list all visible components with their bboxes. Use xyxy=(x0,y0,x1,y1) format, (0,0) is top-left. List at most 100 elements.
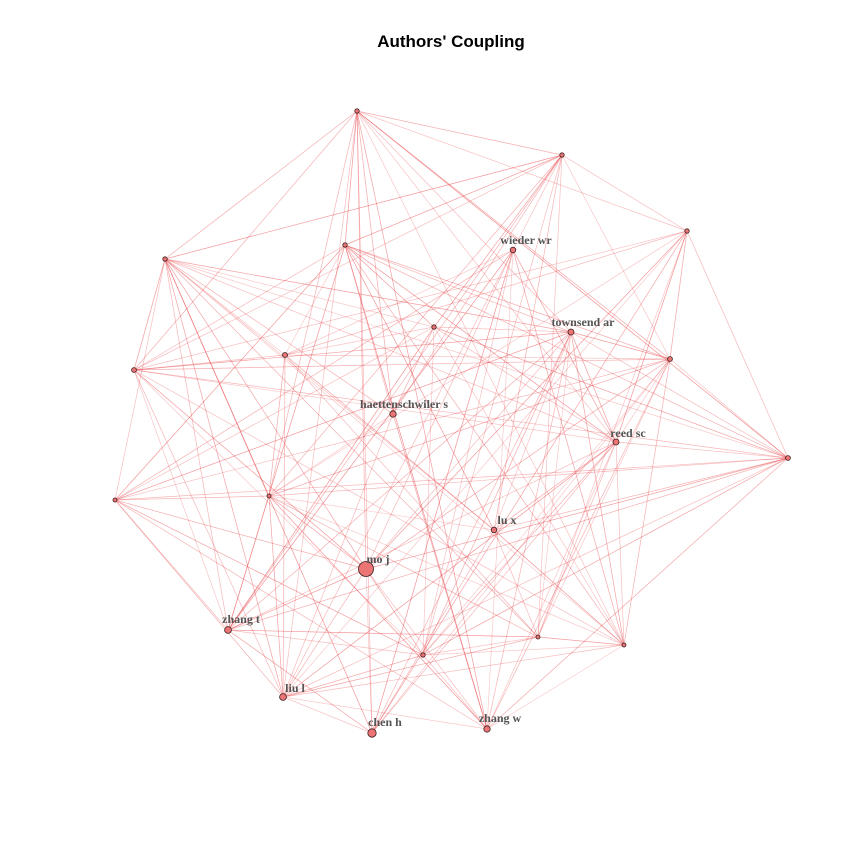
edge-n2-n3 xyxy=(561,154,688,232)
edge-n6-n24 xyxy=(371,249,514,734)
edge-n22-n25 xyxy=(422,654,488,730)
node-n10[interactable] xyxy=(131,367,137,373)
edge-n1-n13 xyxy=(356,110,617,443)
edge-n13-n19 xyxy=(227,441,617,631)
edge-n19-n24 xyxy=(227,629,373,734)
edge-n3-n16 xyxy=(268,230,688,497)
node-n14[interactable] xyxy=(785,455,791,461)
node-n15[interactable] xyxy=(112,497,118,503)
edge-n1-n25 xyxy=(356,110,488,730)
node-n19[interactable] xyxy=(224,626,232,634)
edge-n22-n23 xyxy=(282,654,424,698)
edge-n4-n7 xyxy=(164,258,572,333)
edge-n15-n25 xyxy=(114,499,488,730)
edge-n20-n23 xyxy=(282,636,539,698)
node-n6[interactable] xyxy=(509,246,517,254)
node-n24[interactable] xyxy=(367,728,377,738)
node-n3[interactable] xyxy=(684,228,690,234)
edge-n7-n17 xyxy=(493,331,572,531)
node-n16[interactable] xyxy=(266,493,272,499)
edge-n7-n25 xyxy=(486,331,572,730)
edge-n1-n23 xyxy=(282,110,358,698)
edge-n8-n15 xyxy=(114,326,435,501)
node-n1[interactable] xyxy=(354,108,360,114)
edge-n14-n15 xyxy=(114,457,789,501)
edge-n5-n8 xyxy=(344,244,435,328)
node-label: zhang t xyxy=(222,612,260,626)
edge-n13-n22 xyxy=(422,441,617,656)
edge-n6-n18 xyxy=(365,249,514,570)
edge-n3-n23 xyxy=(282,230,688,698)
edge-n5-n25 xyxy=(344,244,488,730)
edge-n13-n14 xyxy=(615,441,789,459)
edge-n8-n9 xyxy=(284,326,435,356)
edge-n11-n13 xyxy=(615,358,671,443)
edge-n10-n18 xyxy=(133,369,367,570)
edge-n1-n5 xyxy=(344,110,358,246)
edge-n9-n20 xyxy=(284,354,539,638)
node-n12[interactable] xyxy=(389,410,397,418)
edge-n1-n2 xyxy=(356,110,563,156)
node-n2[interactable] xyxy=(559,152,565,158)
node-n9[interactable] xyxy=(282,352,288,358)
edge-n3-n13 xyxy=(615,230,688,443)
edge-n11-n18 xyxy=(365,358,671,570)
edge-n12-n23 xyxy=(282,413,394,698)
edge-n13-n17 xyxy=(493,441,617,531)
edge-n18-n19 xyxy=(227,568,367,631)
node-n8[interactable] xyxy=(431,324,437,330)
edge-n14-n23 xyxy=(282,457,789,698)
edge-n9-n11 xyxy=(284,354,671,360)
node-n23[interactable] xyxy=(279,693,287,701)
node-n11[interactable] xyxy=(667,356,673,362)
edge-n9-n10 xyxy=(133,354,286,371)
edge-n16-n25 xyxy=(268,495,488,730)
edge-n8-n13 xyxy=(433,326,617,443)
edge-n13-n24 xyxy=(371,441,617,734)
edge-n14-n18 xyxy=(365,457,789,570)
edge-n2-n5 xyxy=(344,154,563,246)
edge-n1-n14 xyxy=(356,110,789,459)
edge-n2-n11 xyxy=(561,154,671,360)
edge-n10-n23 xyxy=(133,369,284,698)
edge-n18-n22 xyxy=(365,568,424,656)
edge-n14-n25 xyxy=(486,457,789,730)
edge-n10-n14 xyxy=(133,369,789,459)
node-n4[interactable] xyxy=(162,256,168,262)
node-label: liu l xyxy=(285,681,305,695)
edge-n14-n19 xyxy=(227,457,789,631)
edge-n3-n9 xyxy=(284,230,688,356)
edge-n4-n10 xyxy=(133,258,166,371)
node-label: lu x xyxy=(497,513,516,527)
edge-n20-n22 xyxy=(422,636,539,656)
node-n5[interactable] xyxy=(342,242,348,248)
node-layer xyxy=(112,108,791,738)
edge-n7-n15 xyxy=(114,331,572,501)
node-n22[interactable] xyxy=(420,652,426,658)
node-n17[interactable] xyxy=(490,526,498,534)
edge-n6-n22 xyxy=(422,249,514,656)
label-layer: wieder wr townsend ar haettenschwiler s ree… xyxy=(222,233,646,729)
node-n25[interactable] xyxy=(483,725,491,733)
edge-n14-n16 xyxy=(268,457,789,497)
edge-n9-n17 xyxy=(284,354,495,531)
edge-n16-n23 xyxy=(268,495,284,698)
edge-n21-n25 xyxy=(486,644,625,730)
edge-n7-n19 xyxy=(227,331,572,631)
edge-n7-n21 xyxy=(570,331,625,646)
edge-n6-n25 xyxy=(486,249,514,730)
edge-n17-n21 xyxy=(493,529,625,646)
edge-n7-n10 xyxy=(133,331,572,371)
edge-n20-n21 xyxy=(537,636,625,646)
edge-n7-n8 xyxy=(433,326,572,333)
edge-n16-n19 xyxy=(227,495,270,631)
node-n18[interactable] xyxy=(358,561,374,577)
edge-n17-n24 xyxy=(371,529,495,734)
node-label: chen h xyxy=(368,715,402,729)
node-n20[interactable] xyxy=(535,634,541,640)
node-n7[interactable] xyxy=(567,328,575,336)
node-n13[interactable] xyxy=(612,438,620,446)
node-n21[interactable] xyxy=(621,642,627,648)
graph-title: Authors' Coupling xyxy=(377,32,525,51)
